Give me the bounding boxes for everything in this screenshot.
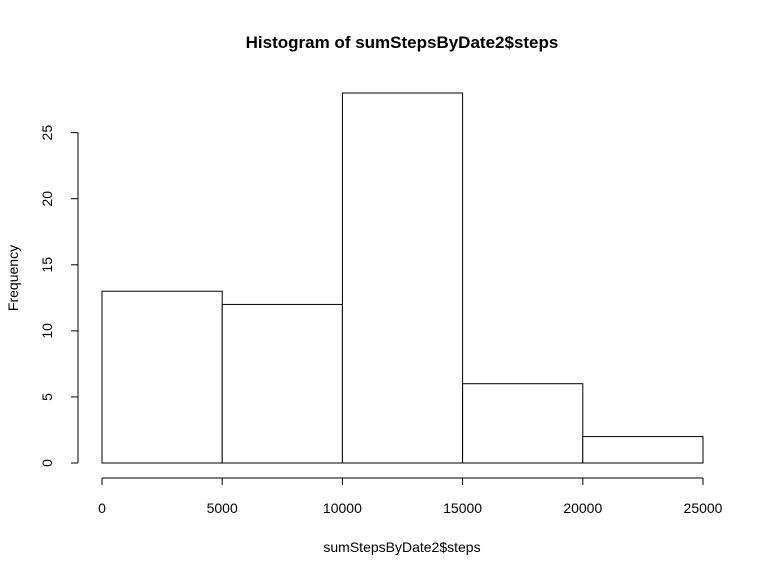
y-tick-label: 20 <box>39 191 55 207</box>
bars-group <box>101 92 704 464</box>
histogram-bar-3 <box>462 383 584 464</box>
y-tick-label: 5 <box>39 393 55 401</box>
x-tick-label: 15000 <box>443 500 482 516</box>
x-axis-label: sumStepsByDate2$steps <box>323 539 480 555</box>
y-axis-label: Frequency <box>5 245 21 311</box>
y-axis: 0 5 10 15 20 25 <box>39 125 79 467</box>
histogram-bar-1 <box>221 303 343 464</box>
y-tick-label: 15 <box>39 257 55 273</box>
x-tick-label: 25000 <box>684 500 723 516</box>
histogram-bar-2 <box>341 92 464 464</box>
histogram-bar-4 <box>582 436 704 464</box>
x-tick-label: 5000 <box>207 500 238 516</box>
x-tick-label: 20000 <box>563 500 602 516</box>
chart-title: Histogram of sumStepsByDate2$steps <box>246 33 559 52</box>
x-tick-label: 0 <box>98 500 106 516</box>
x-axis: 0 5000 10000 15000 20000 25000 <box>98 477 723 516</box>
histogram-bar-0 <box>101 290 223 464</box>
y-tick-label: 25 <box>39 125 55 141</box>
x-tick-label: 10000 <box>323 500 362 516</box>
y-tick-label: 0 <box>39 459 55 467</box>
y-tick-label: 10 <box>39 323 55 339</box>
